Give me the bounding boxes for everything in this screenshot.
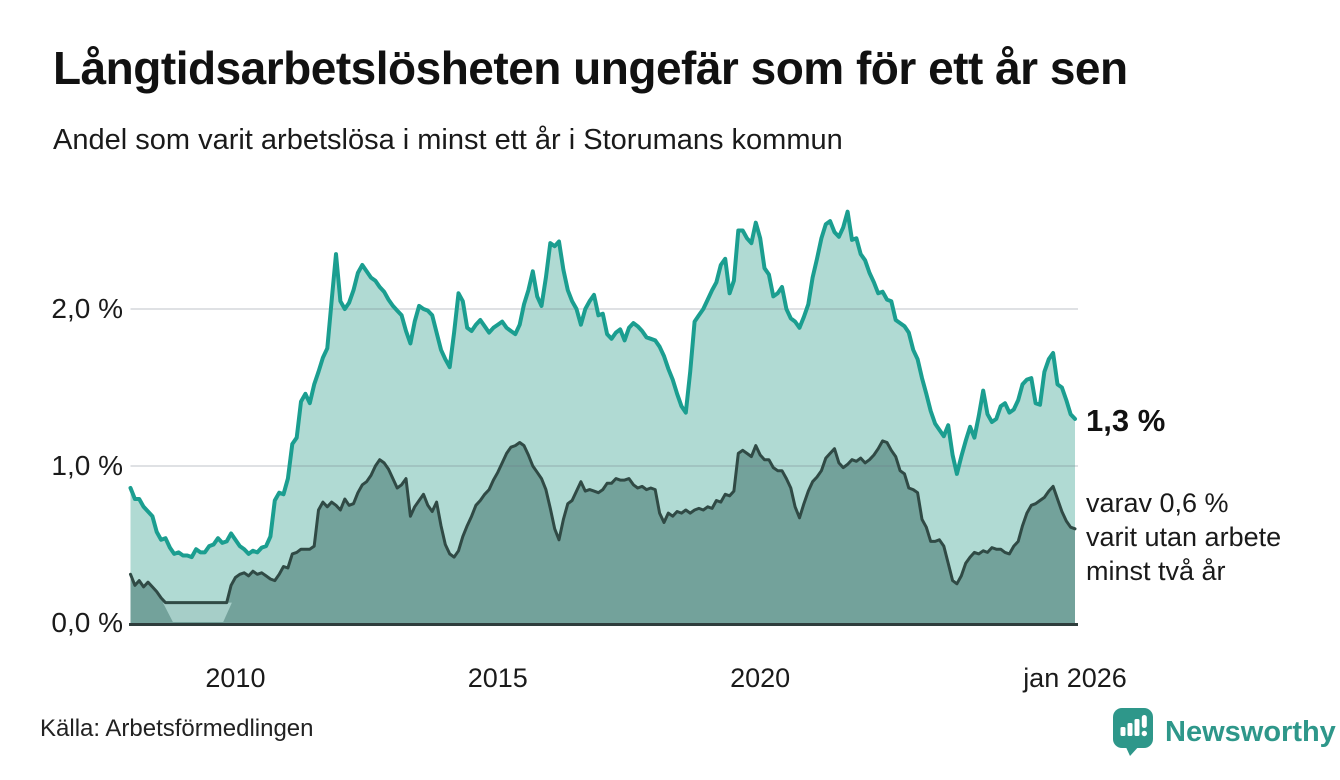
y-axis-label: 0,0 %	[51, 607, 123, 638]
x-axis-label: 2020	[730, 663, 791, 693]
x-axis-label: jan 2026	[1023, 663, 1127, 693]
newsworthy-bubble-chart-icon	[1112, 707, 1156, 757]
area-min-two-years	[130, 440, 1075, 623]
secondary-annotation-line3: minst två år	[1086, 556, 1226, 586]
y-axis: 0,0 % 1,0 % 2,0 %	[24, 0, 123, 780]
secondary-annotation-line1: varav 0,6 %	[1086, 488, 1229, 518]
page-title: Långtidsarbetslösheten ungefär som för e…	[53, 42, 1128, 94]
latest-value-label: 1,3 %	[1086, 403, 1166, 438]
faded-low-data-band	[162, 602, 232, 622]
page-subtitle: Andel som varit arbetslösa i minst ett å…	[53, 124, 843, 156]
line-min-two-years	[129, 439, 1077, 605]
x-axis: 2010 2015 2020 jan 2026	[0, 663, 1340, 699]
line-min-one-year	[128, 209, 1077, 560]
x-axis-label: 2010	[205, 663, 266, 693]
source-credit: Källa: Arbetsförmedlingen	[40, 715, 314, 742]
secondary-annotation-line2: varit utan arbete	[1086, 522, 1282, 552]
y-axis-label: 2,0 %	[51, 293, 123, 324]
secondary-annotation: varav 0,6 % varit utan arbete minst två …	[1086, 486, 1281, 588]
newsworthy-wordmark: Newsworthy	[1165, 715, 1336, 748]
x-axis-label: 2015	[467, 663, 528, 693]
newsworthy-logo: Newsworthy	[1112, 707, 1336, 757]
y-axis-label: 1,0 %	[51, 450, 123, 481]
